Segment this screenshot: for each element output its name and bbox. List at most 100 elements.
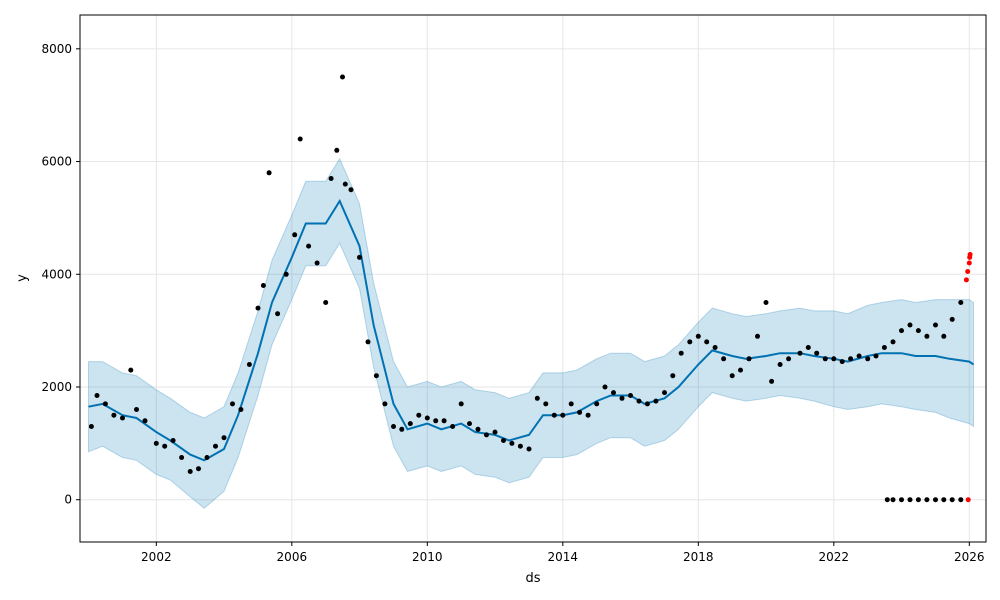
observed-point bbox=[678, 350, 684, 356]
observed-point bbox=[492, 429, 498, 435]
observed-point bbox=[611, 390, 616, 396]
observed-point bbox=[517, 443, 523, 449]
x-tick-label: 2014 bbox=[548, 550, 579, 564]
observed-point bbox=[221, 435, 227, 441]
observed-point bbox=[848, 356, 854, 362]
observed-point bbox=[424, 415, 430, 421]
observed-point bbox=[283, 271, 289, 277]
observed-point bbox=[797, 350, 803, 356]
observed-point bbox=[560, 412, 566, 418]
x-tick-label: 2026 bbox=[954, 550, 985, 564]
observed-point bbox=[142, 418, 148, 424]
observed-point bbox=[204, 455, 210, 460]
observed-point bbox=[814, 350, 820, 356]
observed-point bbox=[179, 455, 185, 460]
observed-point bbox=[890, 339, 896, 345]
observed-point bbox=[297, 136, 303, 142]
observed-point bbox=[644, 401, 650, 407]
observed-point bbox=[738, 367, 743, 373]
observed-point bbox=[255, 305, 261, 311]
y-tick-label: 8000 bbox=[41, 42, 72, 56]
observed-point bbox=[769, 378, 775, 384]
observed-point bbox=[628, 393, 633, 398]
observed-point bbox=[153, 440, 159, 446]
observed-point bbox=[509, 440, 515, 446]
observed-point bbox=[238, 407, 244, 412]
observed-point bbox=[94, 393, 100, 398]
observed-point bbox=[786, 356, 792, 362]
x-axis: 2002 2006 2010 2014 2018 2022 2026 bbox=[141, 542, 985, 564]
y-tick-label: 4000 bbox=[41, 267, 72, 281]
observed-point bbox=[933, 497, 938, 503]
observed-point bbox=[328, 176, 334, 181]
x-tick-label: 2022 bbox=[819, 550, 850, 564]
observed-point bbox=[941, 497, 947, 503]
observed-point bbox=[382, 401, 388, 407]
observed-point bbox=[450, 424, 456, 429]
observed-point bbox=[941, 333, 947, 339]
observed-point bbox=[551, 412, 557, 418]
grid bbox=[80, 15, 986, 542]
observed-point bbox=[585, 412, 591, 418]
observed-point bbox=[88, 424, 94, 429]
observed-point bbox=[594, 401, 600, 407]
observed-point bbox=[602, 384, 608, 390]
outlier-point bbox=[963, 277, 969, 283]
observed-point bbox=[275, 311, 281, 317]
observed-point bbox=[102, 401, 108, 407]
observed-point bbox=[441, 418, 447, 424]
observed-point bbox=[755, 333, 760, 339]
observed-point bbox=[187, 469, 193, 474]
observed-point bbox=[170, 438, 176, 443]
observed-point bbox=[839, 359, 845, 365]
observed-point bbox=[907, 322, 913, 328]
observed-point bbox=[334, 147, 340, 153]
observed-point bbox=[670, 373, 676, 379]
observed-point bbox=[407, 421, 413, 427]
observed-point bbox=[712, 345, 718, 350]
observed-point bbox=[467, 421, 472, 427]
observed-point bbox=[196, 466, 201, 472]
plot-background bbox=[80, 15, 986, 542]
observed-point bbox=[777, 362, 783, 367]
observed-points bbox=[88, 74, 973, 503]
observed-point bbox=[884, 497, 890, 503]
observed-point bbox=[357, 254, 362, 260]
observed-point bbox=[704, 339, 710, 345]
observed-point bbox=[162, 443, 168, 449]
observed-point bbox=[134, 407, 139, 412]
observed-point bbox=[865, 356, 871, 362]
observed-point bbox=[805, 345, 811, 350]
observed-point bbox=[416, 412, 422, 418]
observed-point bbox=[662, 390, 667, 396]
outlier-point bbox=[967, 252, 973, 257]
observed-point bbox=[729, 373, 735, 379]
x-axis-label: ds bbox=[525, 571, 540, 586]
observed-point bbox=[433, 418, 439, 424]
observed-point bbox=[577, 409, 583, 415]
observed-point bbox=[526, 446, 532, 452]
observed-point bbox=[653, 398, 659, 404]
observed-point bbox=[873, 353, 879, 359]
observed-point bbox=[933, 322, 938, 328]
observed-point bbox=[323, 300, 329, 305]
y-axis-label: y bbox=[15, 274, 30, 282]
observed-point bbox=[958, 300, 964, 305]
observed-point bbox=[111, 412, 117, 418]
observed-point bbox=[348, 187, 354, 193]
observed-point bbox=[915, 328, 921, 334]
observed-point bbox=[484, 432, 489, 438]
observed-point bbox=[687, 339, 693, 345]
observed-point bbox=[246, 362, 252, 367]
observed-point bbox=[373, 373, 379, 379]
observed-point bbox=[501, 438, 506, 443]
observed-point bbox=[949, 316, 955, 322]
y-axis: 0 2000 4000 6000 8000 bbox=[41, 42, 80, 507]
observed-point bbox=[924, 497, 930, 503]
observed-point bbox=[763, 300, 769, 305]
observed-point bbox=[266, 170, 272, 176]
observed-point bbox=[746, 356, 752, 362]
x-tick-label: 2006 bbox=[277, 550, 308, 564]
observed-point bbox=[721, 356, 727, 362]
